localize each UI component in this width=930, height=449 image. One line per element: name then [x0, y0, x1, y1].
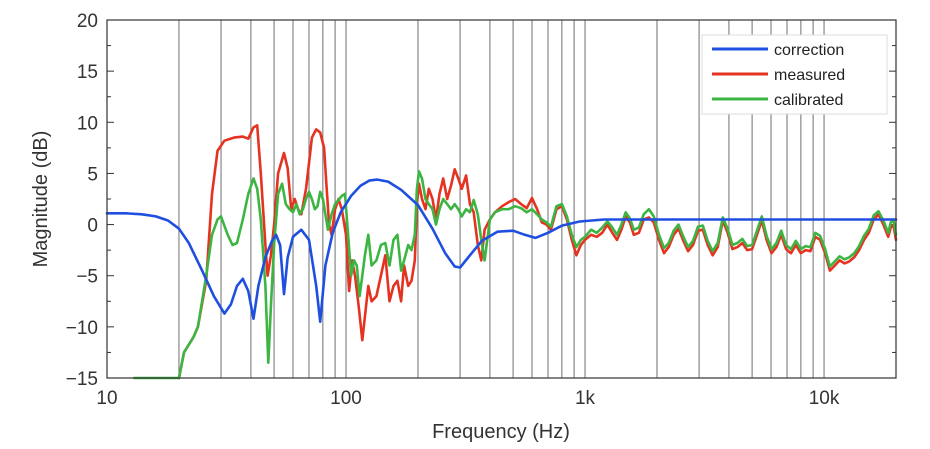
y-tick-label: −5 [76, 267, 98, 288]
y-tick-label: 5 [87, 164, 98, 185]
y-axis-title: Magnitude (dB) [30, 131, 52, 268]
y-tick-label: 15 [77, 62, 98, 83]
legend-label-calibrated: calibrated [774, 92, 843, 109]
series-line-correction [105, 178, 898, 324]
x-tick-label: 100 [330, 388, 362, 409]
x-tick-label: 1k [575, 388, 596, 409]
y-tick-label: 10 [77, 113, 98, 134]
series-lines [105, 124, 898, 380]
series-line-measured [177, 124, 898, 380]
x-axis-title: Frequency (Hz) [432, 421, 570, 443]
legend: correction measured calibrated [701, 34, 888, 115]
y-tick-label: −15 [66, 369, 98, 390]
legend-label-measured: measured [774, 67, 845, 84]
y-tick-label: −10 [66, 318, 98, 339]
y-tick-labels: 20 15 10 5 0 −5 −10 −15 [66, 11, 98, 390]
legend-label-correction: correction [774, 42, 844, 59]
y-tick-label: 20 [77, 11, 98, 32]
plot-frame [106, 19, 897, 379]
x-tick-label: 10k [809, 388, 840, 409]
y-tick-label: 0 [87, 216, 98, 237]
series-line-calibrated [132, 170, 898, 380]
x-tick-label: 10 [96, 388, 117, 409]
x-tick-labels: 10 100 1k 10k [96, 388, 839, 409]
